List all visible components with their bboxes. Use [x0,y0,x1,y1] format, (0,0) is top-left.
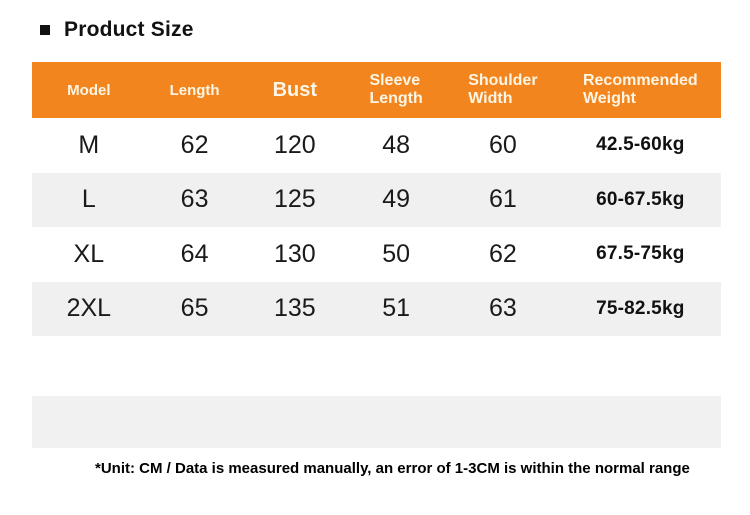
empty-gray-band [32,396,721,448]
header-cell-bust: Bust [272,78,318,101]
cell-bust: 135 [273,294,316,323]
table-row-m: M 62 120 48 60 42.5-60kg [32,118,721,173]
page-title: Product Size [64,18,194,41]
cell-sleeve-length: 48 [382,130,410,159]
cell-sleeve-length: 50 [382,239,410,268]
cell-length: 65 [180,294,209,323]
cell-recommended-weight: 67.5-75kg [596,243,685,265]
table-header-row: Model Length Bust Sleeve Length Shoulder… [32,62,721,118]
header-cell-sleeve-length: Sleeve Length [369,72,423,107]
cell-model: M [78,130,100,159]
product-size-table: Model Length Bust Sleeve Length Shoulder… [32,62,721,336]
cell-shoulder-width: 61 [488,185,517,214]
cell-length: 63 [180,185,209,214]
cell-bust: 120 [273,130,316,159]
cell-model: XL [73,239,105,268]
table-row-2xl: 2XL 65 135 51 63 75-82.5kg [32,281,721,336]
cell-model: L [81,185,96,214]
cell-shoulder-width: 63 [488,294,517,323]
header-cell-shoulder-width: Shoulder Width [468,72,538,107]
cell-bust: 130 [273,239,316,268]
cell-length: 62 [180,130,209,159]
header-cell-model: Model [67,81,111,99]
cell-shoulder-width: 60 [488,130,517,159]
cell-bust: 125 [273,185,316,214]
header-cell-length: Length [169,81,220,99]
table-row-l: L 63 125 49 61 60-67.5kg [32,172,721,227]
measurement-note: *Unit: CM / Data is measured manually, a… [95,460,690,477]
section-title: Product Size [40,16,194,44]
cell-length: 64 [180,239,209,268]
cell-recommended-weight: 60-67.5kg [596,188,685,210]
cell-shoulder-width: 62 [488,239,517,268]
cell-recommended-weight: 75-82.5kg [596,297,685,319]
table-row-xl: XL 64 130 50 62 67.5-75kg [32,227,721,282]
square-bullet-icon [40,25,50,35]
cell-recommended-weight: 42.5-60kg [596,134,685,156]
cell-sleeve-length: 51 [382,294,410,323]
cell-model: 2XL [66,294,112,323]
cell-sleeve-length: 49 [382,185,410,214]
header-cell-recommended-weight: Recommended Weight [582,72,698,107]
